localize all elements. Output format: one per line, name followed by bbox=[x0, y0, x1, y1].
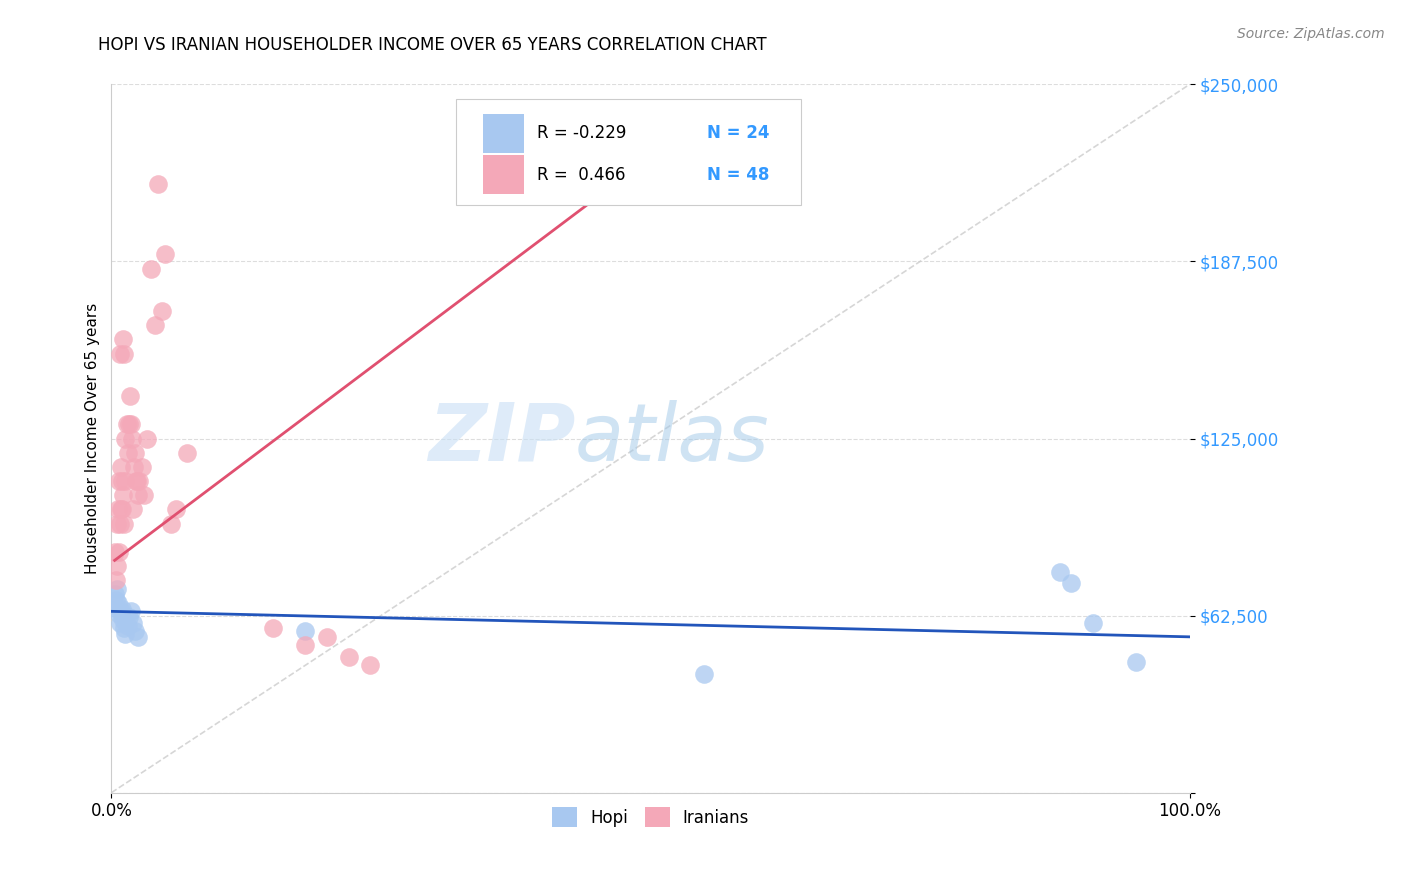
FancyBboxPatch shape bbox=[457, 99, 801, 205]
Point bbox=[127, 630, 149, 644]
Bar bbox=[484, 155, 524, 194]
Point bbox=[150, 304, 173, 318]
Point bbox=[118, 417, 141, 432]
Point bbox=[1081, 615, 1104, 630]
Point bbox=[117, 446, 139, 460]
Point bbox=[124, 446, 146, 460]
Point bbox=[122, 615, 145, 630]
Point bbox=[104, 573, 127, 587]
Point bbox=[1049, 565, 1071, 579]
Text: R =  0.466: R = 0.466 bbox=[537, 166, 626, 184]
Text: Source: ZipAtlas.com: Source: ZipAtlas.com bbox=[1237, 27, 1385, 41]
Point bbox=[262, 621, 284, 635]
Point bbox=[131, 459, 153, 474]
Point bbox=[114, 474, 136, 488]
Text: atlas: atlas bbox=[575, 400, 769, 477]
Point bbox=[118, 389, 141, 403]
Point bbox=[111, 474, 134, 488]
Point bbox=[108, 607, 131, 622]
Point bbox=[294, 638, 316, 652]
Point bbox=[141, 261, 163, 276]
Legend: Hopi, Iranians: Hopi, Iranians bbox=[546, 800, 756, 834]
Point bbox=[159, 516, 181, 531]
Point bbox=[111, 601, 134, 615]
Point bbox=[112, 613, 135, 627]
Point bbox=[108, 516, 131, 531]
Point bbox=[127, 488, 149, 502]
Point bbox=[122, 459, 145, 474]
Point bbox=[693, 666, 716, 681]
Text: N = 48: N = 48 bbox=[707, 166, 769, 184]
Point bbox=[117, 618, 139, 632]
Y-axis label: Householder Income Over 65 years: Householder Income Over 65 years bbox=[86, 303, 100, 574]
Point bbox=[1060, 576, 1083, 591]
Point bbox=[105, 582, 128, 596]
Point bbox=[108, 545, 131, 559]
Point bbox=[112, 332, 135, 346]
Point bbox=[294, 624, 316, 639]
Point bbox=[105, 516, 128, 531]
Point bbox=[108, 474, 131, 488]
Point bbox=[127, 474, 149, 488]
Point bbox=[121, 432, 143, 446]
Text: HOPI VS IRANIAN HOUSEHOLDER INCOME OVER 65 YEARS CORRELATION CHART: HOPI VS IRANIAN HOUSEHOLDER INCOME OVER … bbox=[98, 36, 768, 54]
Point bbox=[112, 488, 135, 502]
Point bbox=[105, 559, 128, 574]
Point bbox=[110, 604, 132, 618]
Point bbox=[107, 502, 129, 516]
Point bbox=[155, 247, 177, 261]
Point bbox=[110, 502, 132, 516]
Point bbox=[122, 502, 145, 516]
Point bbox=[108, 346, 131, 360]
Point bbox=[104, 545, 127, 559]
Point bbox=[120, 604, 142, 618]
Point bbox=[1125, 656, 1147, 670]
Point bbox=[124, 624, 146, 639]
Point bbox=[337, 649, 360, 664]
Point bbox=[143, 318, 166, 333]
Text: ZIP: ZIP bbox=[427, 400, 575, 477]
Point bbox=[105, 601, 128, 615]
Point bbox=[112, 516, 135, 531]
Point bbox=[146, 177, 169, 191]
Point bbox=[112, 346, 135, 360]
Point bbox=[112, 621, 135, 635]
Point bbox=[128, 474, 150, 488]
Point bbox=[115, 417, 138, 432]
Point bbox=[114, 627, 136, 641]
Point bbox=[114, 432, 136, 446]
Point bbox=[132, 488, 155, 502]
Point bbox=[176, 446, 198, 460]
Point bbox=[104, 587, 127, 601]
Point bbox=[136, 432, 159, 446]
Text: R = -0.229: R = -0.229 bbox=[537, 124, 627, 143]
Point bbox=[120, 417, 142, 432]
Bar bbox=[484, 114, 524, 153]
Point bbox=[125, 474, 148, 488]
Point bbox=[316, 630, 339, 644]
Point bbox=[165, 502, 187, 516]
Point bbox=[110, 459, 132, 474]
Point bbox=[107, 596, 129, 610]
Point bbox=[118, 610, 141, 624]
Point bbox=[359, 658, 381, 673]
Point bbox=[104, 593, 127, 607]
Text: N = 24: N = 24 bbox=[707, 124, 769, 143]
Point bbox=[108, 615, 131, 630]
Point bbox=[111, 502, 134, 516]
